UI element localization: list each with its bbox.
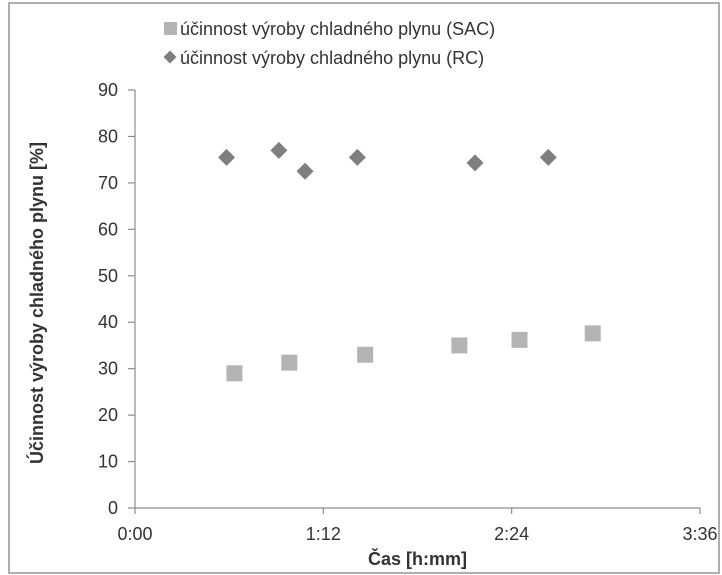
y-tick-label: 60 (98, 219, 118, 239)
x-axis-title: Čas [h:mm] (368, 548, 467, 569)
y-tick-label: 90 (98, 80, 118, 100)
chart-frame (8, 2, 720, 574)
y-axis-title: Účinnost výroby chladného plynu [%] (26, 142, 47, 464)
y-tick-label: 70 (98, 173, 118, 193)
legend-label-sac: účinnost výroby chladného plynu (SAC) (180, 19, 495, 39)
x-tick-label: 2:24 (494, 524, 529, 544)
sac-point (451, 337, 468, 354)
y-axis: 0 10 20 30 40 50 60 70 80 90 (98, 80, 136, 518)
sac-point (511, 331, 528, 348)
sac-point (584, 325, 601, 342)
x-tick-label: 1:12 (306, 524, 341, 544)
rc-point (466, 154, 484, 172)
legend: účinnost výroby chladného plynu (SAC) úč… (163, 19, 495, 68)
x-axis: 0:00 1:12 2:24 3:36 (117, 507, 718, 544)
rc-point (296, 162, 314, 180)
legend-marker-sac (164, 22, 177, 35)
rc-point (270, 141, 288, 159)
series-sac (226, 325, 601, 382)
series-rc (218, 141, 557, 180)
x-tick-label: 0:00 (117, 524, 152, 544)
sac-point (281, 354, 298, 371)
rc-point (218, 148, 236, 166)
y-tick-label: 80 (98, 126, 118, 146)
rc-point (348, 148, 366, 166)
x-tick-label: 3:36 (682, 524, 717, 544)
y-tick-label: 50 (98, 266, 118, 286)
sac-point (357, 346, 374, 363)
rc-point (539, 148, 557, 166)
y-tick-label: 20 (98, 405, 118, 425)
legend-marker-rc (163, 50, 177, 64)
y-tick-label: 30 (98, 359, 118, 379)
y-tick-label: 10 (98, 452, 118, 472)
y-tick-label: 40 (98, 312, 118, 332)
y-tick-label: 0 (108, 498, 118, 518)
legend-label-rc: účinnost výroby chladného plynu (RC) (180, 48, 484, 68)
sac-point (226, 365, 243, 382)
